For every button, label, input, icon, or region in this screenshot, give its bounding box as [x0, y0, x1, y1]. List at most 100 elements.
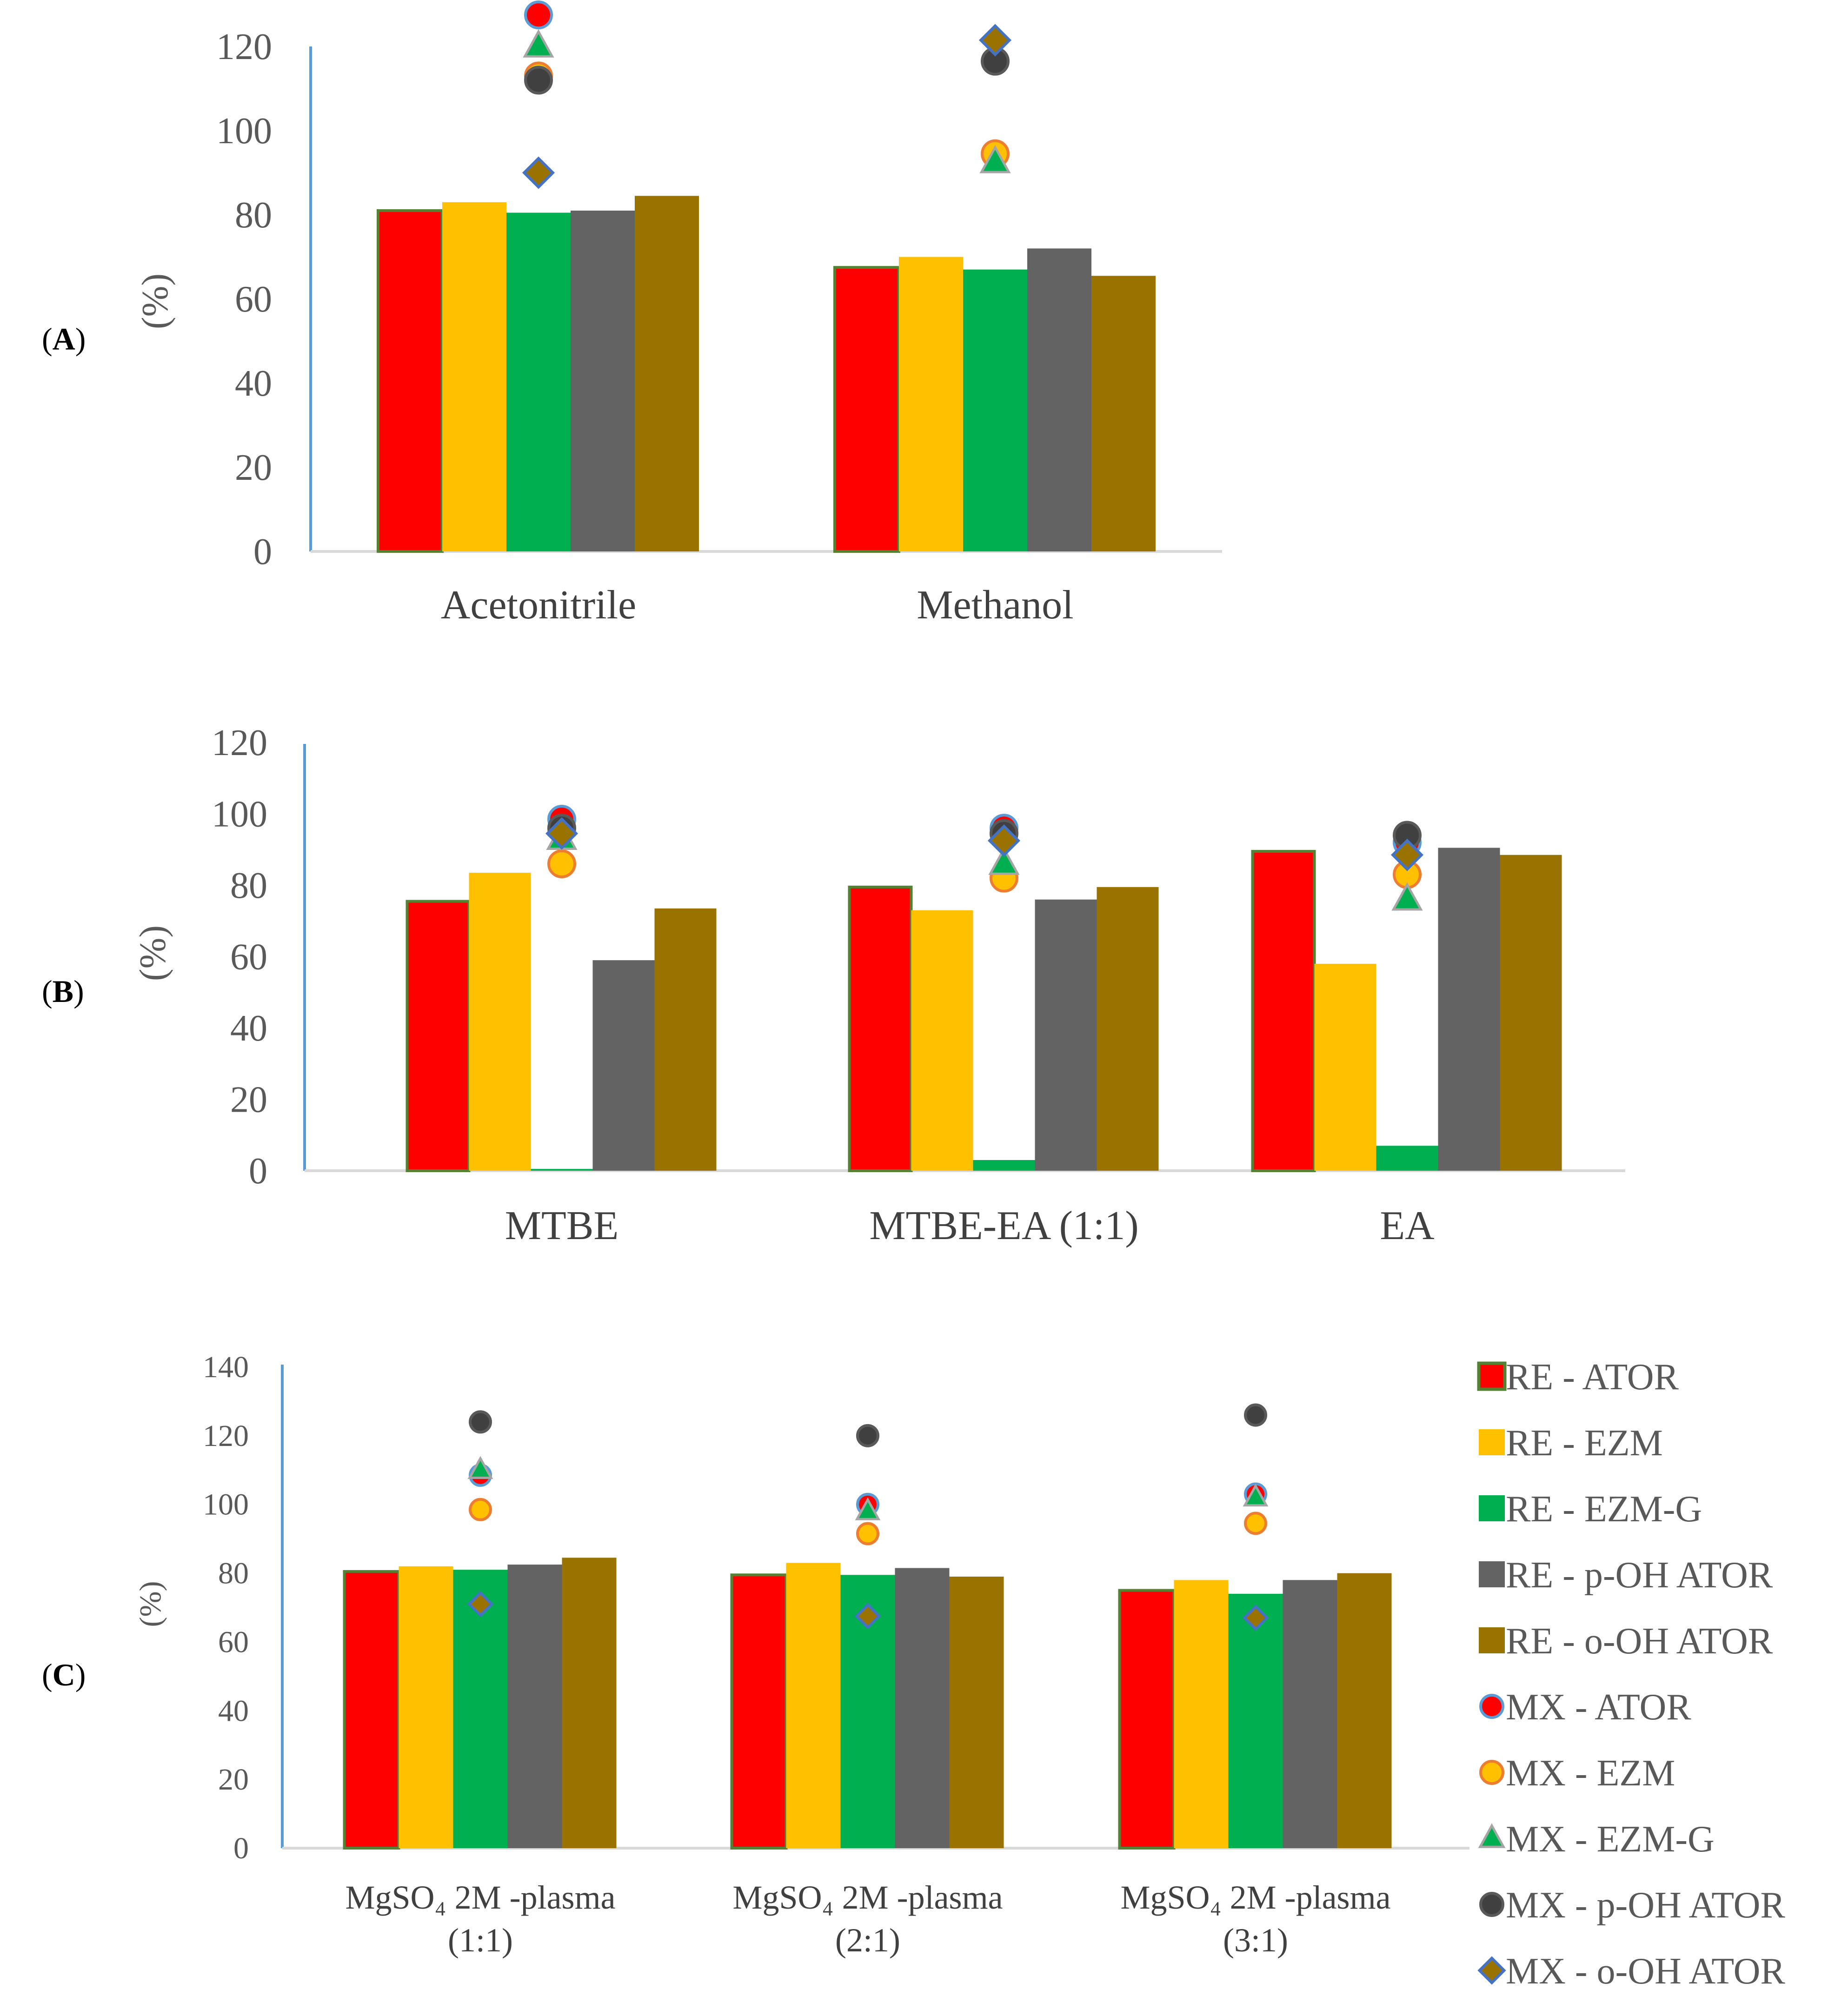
marker-mx-ator [524, 0, 553, 30]
y-tick-label: 0 [253, 531, 272, 572]
y-tick-label: 120 [216, 27, 272, 67]
legend-label: MX - o-OH ATOR [1506, 1951, 1785, 1992]
bar-re-ezm [442, 202, 506, 552]
y-axis-label: (%) [133, 1581, 167, 1627]
bar-re-ezm [1314, 963, 1376, 1171]
y-tick-label: 0 [233, 1831, 249, 1865]
bar-re-ator [848, 885, 913, 1172]
bar-re-ezm [899, 257, 963, 551]
y-tick-label: 120 [203, 1419, 249, 1453]
marker-mx-ezm-g [523, 29, 554, 58]
marker-mx-ezm [469, 1498, 492, 1521]
y-tick-label: 20 [230, 1080, 267, 1121]
bar-re-o-oh-ator [1091, 276, 1156, 551]
marker-mx-ezm-g [1243, 1483, 1269, 1507]
y-tick-label: 120 [212, 723, 267, 763]
marker-mx-ezm-g [855, 1497, 881, 1520]
panel-label: (A) [42, 321, 86, 357]
bar-re-o-oh-ator [949, 1576, 1004, 1848]
marker-mx-o-oh-ator [1242, 1605, 1269, 1631]
bar-re-ator [1118, 1589, 1176, 1850]
y-tick-label: 20 [235, 447, 272, 488]
legend-swatch [1477, 1361, 1507, 1391]
legend-item-re-ezm-g: RE - EZM-G [1479, 1489, 1702, 1530]
panel-label: (B) [42, 974, 84, 1009]
bar-re-ezm [399, 1566, 453, 1848]
y-tick-label: 100 [216, 111, 272, 152]
legend-swatch [1479, 1429, 1505, 1455]
bar-re-ezm [911, 910, 973, 1171]
y-tick-label: 40 [235, 363, 272, 404]
bar-re-p-oh-ator [507, 1565, 562, 1848]
legend-label: RE - EZM-G [1506, 1489, 1702, 1530]
legend-item-mx-p-oh-ator: MX - p-OH ATOR [1479, 1885, 1785, 1926]
bar-re-p-oh-ator [1438, 848, 1500, 1171]
panel-a: 0 20 40 60 80 100 120 (%) (A) Acetonitrile Methano… [42, 0, 1222, 628]
legend-item-re-o-oh-ator: RE - o-OH ATOR [1479, 1621, 1773, 1662]
legend-swatch [1477, 1956, 1506, 1985]
legend-item-re-ezm: RE - EZM [1479, 1423, 1663, 1464]
bar-re-ezm [1174, 1580, 1229, 1848]
bar-re-ezm-g [963, 269, 1027, 551]
legend-swatch [1479, 1561, 1505, 1587]
y-tick-label: 40 [218, 1694, 249, 1728]
bar-re-p-oh-ator [1035, 899, 1097, 1171]
legend-item-mx-ezm-g: MX - EZM-G [1478, 1819, 1715, 1860]
category-label: MTBE-EA (1:1) [869, 1203, 1138, 1248]
bar-re-p-oh-ator [592, 960, 655, 1171]
y-tick-label: 100 [212, 794, 267, 835]
legend-label: RE - ATOR [1506, 1357, 1679, 1398]
y-tick-label: 60 [218, 1625, 249, 1659]
marker-mx-o-oh-ator [522, 156, 555, 189]
category-label-line2: (1:1) [448, 1922, 513, 1959]
bar-re-o-oh-ator [562, 1558, 617, 1848]
legend-item-mx-ezm: MX - EZM [1479, 1753, 1675, 1794]
legend-swatch [1479, 1892, 1504, 1917]
marker-mx-o-oh-ator [854, 1603, 881, 1630]
panel-label: (C) [42, 1657, 86, 1692]
y-tick-label: 60 [230, 937, 267, 978]
marker-mx-p-oh-ator [856, 1424, 879, 1447]
bar-re-ator [730, 1573, 788, 1850]
bar-re-ator [343, 1570, 400, 1850]
legend-swatch [1478, 1823, 1506, 1848]
y-tick-label: 60 [235, 279, 272, 320]
panel-b: 0 20 40 60 80 100 120 (%) (B) MTBE MTBE-EA (1:1) EA [42, 723, 1625, 1248]
legend-label: RE - p-OH ATOR [1506, 1555, 1773, 1596]
category-label: MgSO₄ 2M -plasma [345, 1879, 615, 1916]
bar-re-ezm [786, 1563, 841, 1848]
marker-mx-o-oh-ator [545, 817, 578, 850]
legend-label: MX - ATOR [1506, 1687, 1691, 1728]
y-tick-label: 100 [203, 1488, 249, 1522]
marker-mx-ezm [856, 1522, 879, 1545]
chart-panels: 0 20 40 60 80 100 120 (%) (A) Acetonitrile Methano… [42, 0, 1625, 1959]
bar-re-ator [1251, 850, 1316, 1172]
panel-c: 0 20 40 60 80 100 120 140 (%) (C) MgSO₄ 2M -plasma… [42, 1350, 1469, 1959]
marker-mx-o-oh-ator [467, 1591, 494, 1618]
bar-re-ezm-g [531, 1169, 593, 1171]
bar-re-ezm [469, 873, 531, 1171]
bar-re-o-oh-ator [1337, 1573, 1392, 1848]
bar-re-o-oh-ator [1097, 887, 1159, 1171]
legend-item-mx-ator: MX - ATOR [1479, 1687, 1691, 1728]
y-tick-label: 80 [218, 1557, 249, 1591]
category-label: MgSO₄ 2M -plasma [732, 1879, 1003, 1916]
y-axis-label: (%) [135, 273, 176, 329]
bar-re-p-oh-ator [571, 210, 635, 551]
marker-mx-ezm-g [988, 846, 1020, 875]
marker-mx-ezm-g [1391, 882, 1423, 911]
legend-label: RE - o-OH ATOR [1506, 1621, 1773, 1662]
bar-re-o-oh-ator [654, 908, 717, 1171]
marker-mx-ezm-g [467, 1456, 493, 1479]
legend: RE - ATOR RE - EZM RE - EZM-G RE - p-OH ATO… [1477, 1357, 1785, 1992]
marker-mx-o-oh-ator [1390, 838, 1424, 871]
bar-re-ator [406, 900, 471, 1172]
bar-re-ezm-g [1376, 1146, 1438, 1171]
legend-label: RE - EZM [1506, 1423, 1663, 1464]
marker-mx-ezm-g [979, 145, 1011, 173]
legend-label: MX - EZM-G [1506, 1819, 1715, 1860]
bar-re-p-oh-ator [895, 1568, 950, 1848]
category-label: EA [1380, 1203, 1434, 1248]
y-tick-label: 80 [235, 195, 272, 236]
legend-swatch [1479, 1760, 1504, 1785]
